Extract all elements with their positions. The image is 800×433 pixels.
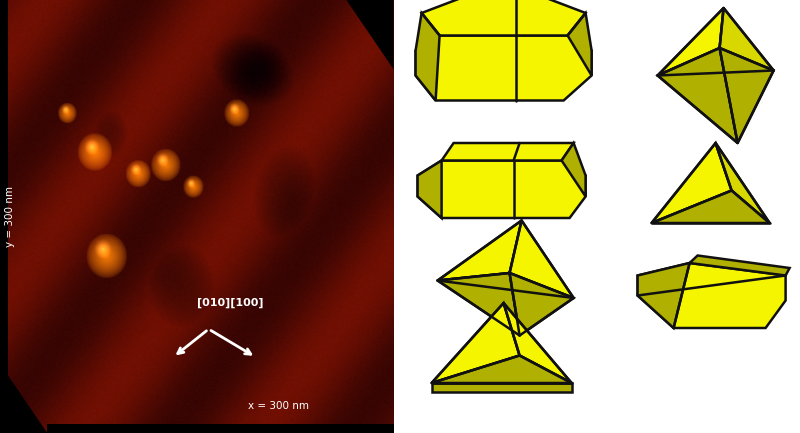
Polygon shape (418, 161, 442, 218)
Polygon shape (422, 0, 586, 36)
Polygon shape (638, 263, 690, 328)
Polygon shape (416, 13, 440, 100)
Polygon shape (416, 36, 592, 100)
Polygon shape (442, 143, 574, 161)
Polygon shape (432, 355, 571, 383)
Polygon shape (438, 273, 520, 336)
Polygon shape (715, 143, 770, 223)
Polygon shape (432, 303, 520, 383)
Polygon shape (719, 48, 774, 143)
Polygon shape (658, 48, 738, 143)
Polygon shape (567, 13, 592, 75)
Polygon shape (690, 255, 790, 275)
Polygon shape (0, 364, 47, 433)
Polygon shape (346, 0, 394, 69)
Polygon shape (562, 143, 586, 197)
Polygon shape (510, 220, 574, 298)
Polygon shape (438, 220, 522, 281)
Text: [010][100]: [010][100] (197, 297, 263, 307)
Polygon shape (418, 161, 586, 218)
Polygon shape (0, 0, 8, 433)
Polygon shape (638, 263, 786, 328)
Polygon shape (504, 303, 571, 383)
Polygon shape (432, 383, 571, 392)
Polygon shape (651, 191, 770, 223)
Text: y = 300 nm: y = 300 nm (5, 186, 15, 247)
Polygon shape (658, 8, 723, 75)
Polygon shape (719, 8, 774, 71)
Polygon shape (651, 143, 731, 223)
Text: x = 300 nm: x = 300 nm (248, 401, 309, 411)
Polygon shape (47, 424, 394, 433)
Polygon shape (510, 273, 574, 336)
